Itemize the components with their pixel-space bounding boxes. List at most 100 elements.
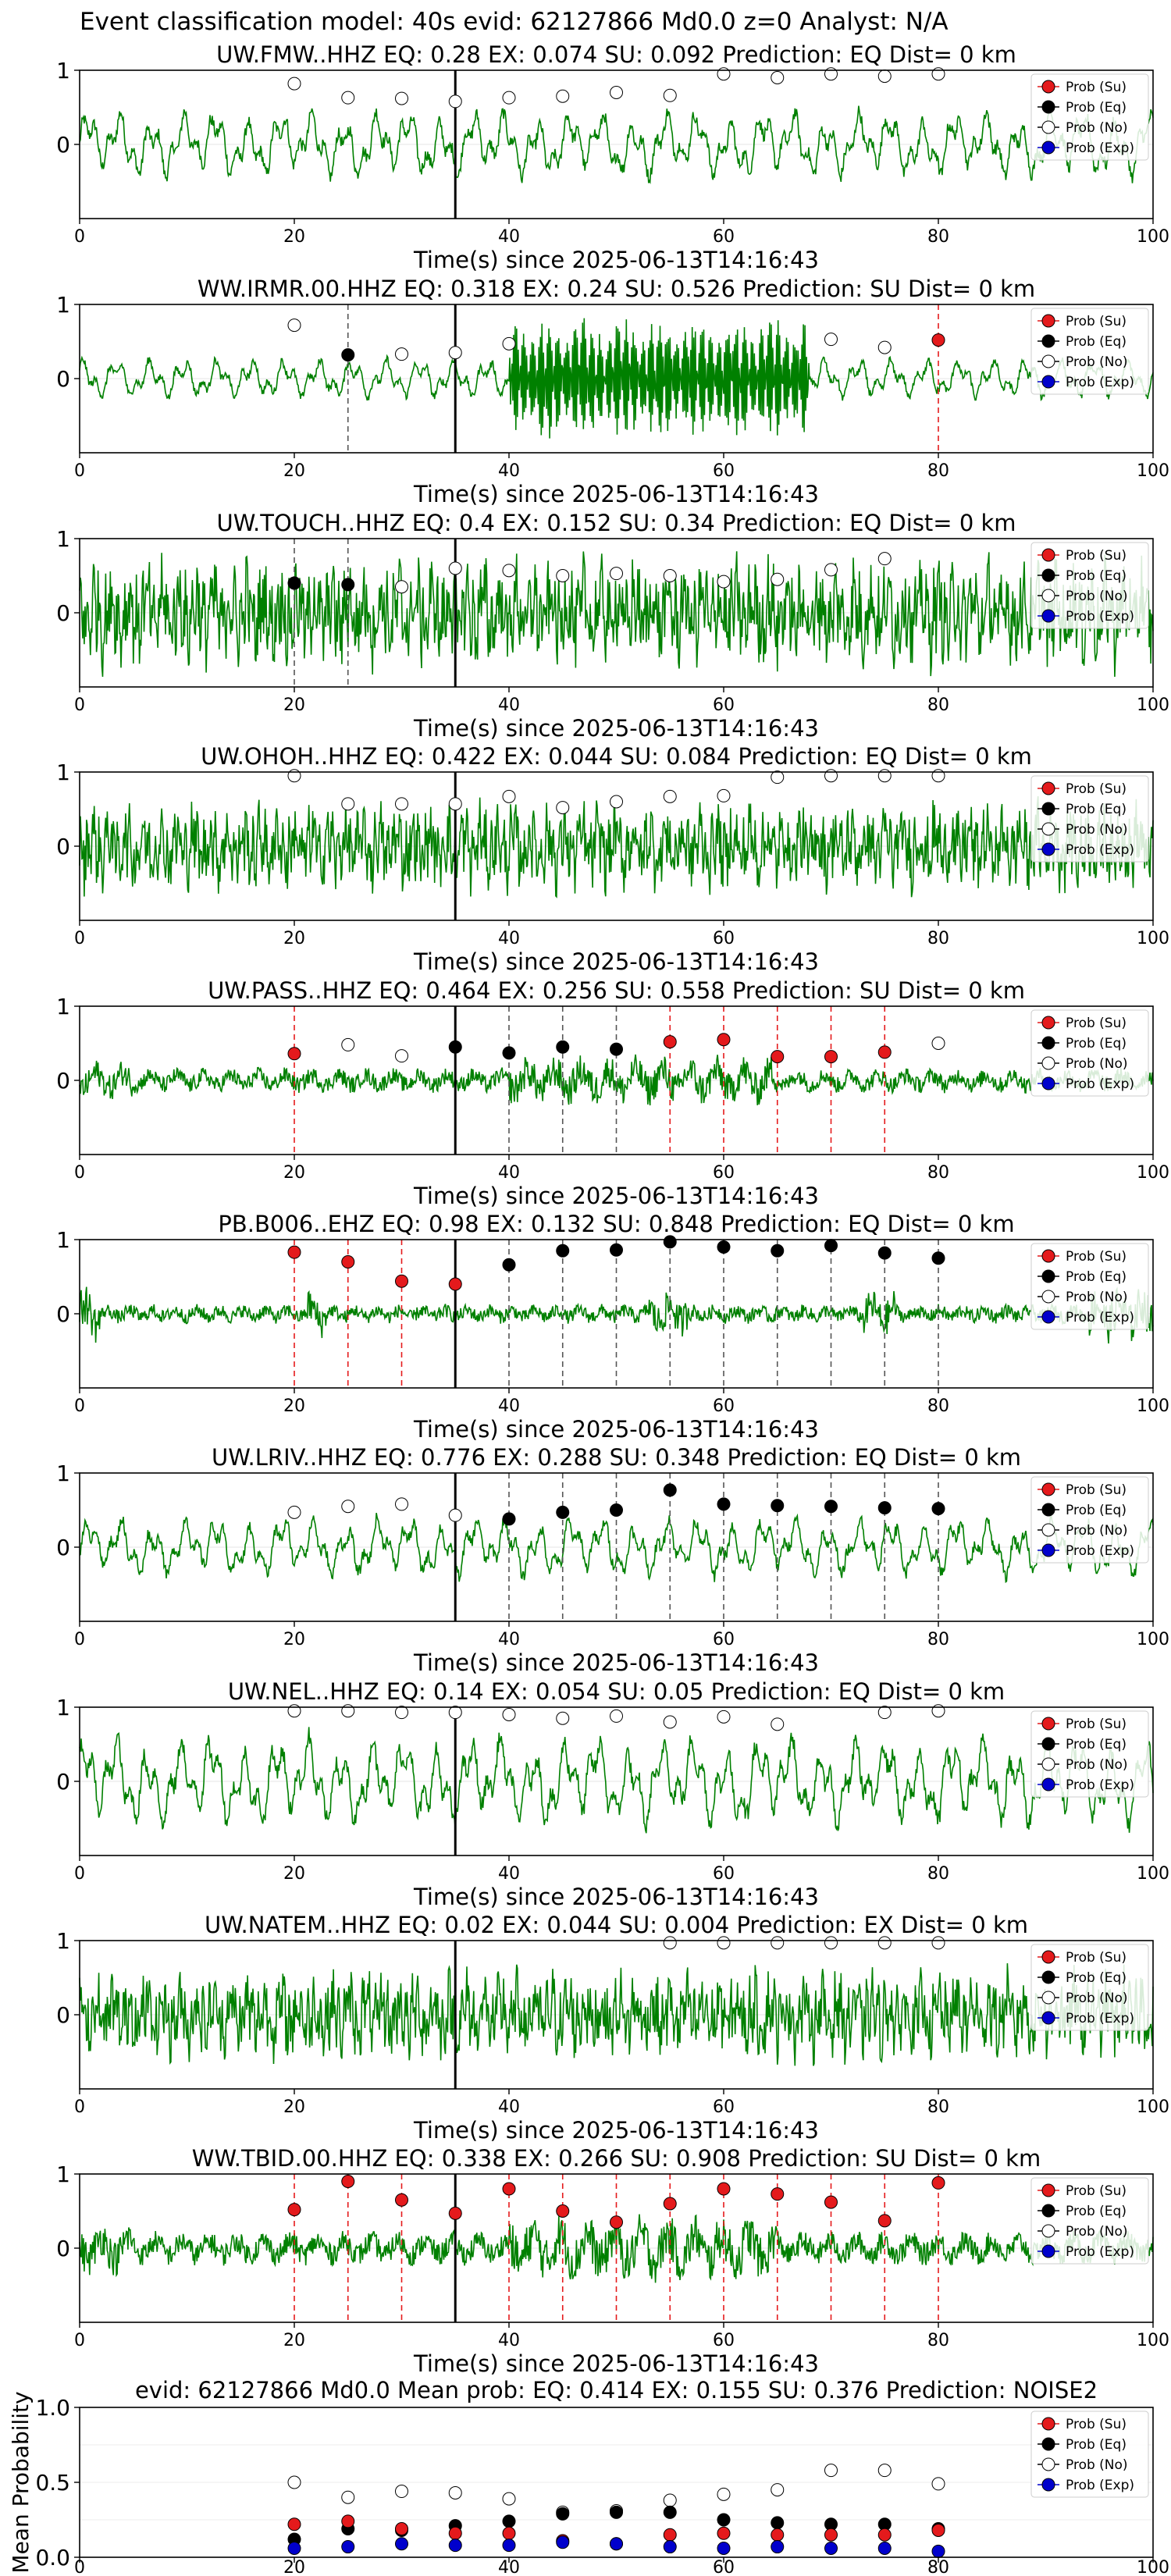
legend-marker [1041, 609, 1055, 623]
y-tick-label: 0 [56, 1301, 70, 1327]
legend-7: Prob (Su) Prob (Eq) Prob (No) Prob (Exp) [1030, 1710, 1149, 1798]
legend-label: Prob (No) [1066, 2224, 1128, 2240]
panel-title: PB.B006..EHZ EQ: 0.98 EX: 0.132 SU: 0.84… [218, 1211, 1014, 1237]
x-tick-label: 80 [927, 929, 949, 948]
noise-prob-point [663, 1715, 677, 1729]
panel-9: WW.TBID.00.HHZ EQ: 0.338 EX: 0.266 SU: 0… [56, 2145, 1169, 2377]
x-tick-label: 80 [927, 2558, 949, 2576]
y-tick-label: 0 [56, 2236, 70, 2261]
su-prob-point [771, 2187, 785, 2201]
x-tick-label: 0 [74, 2331, 85, 2350]
noise-prob-point [395, 1497, 408, 1511]
x-tick-label: 0 [74, 1630, 85, 1649]
legend-frame [1030, 1476, 1149, 1564]
su-prob-point [287, 1047, 301, 1061]
legend-marker [1041, 2183, 1055, 2197]
noise-prob-point [448, 561, 462, 575]
legend-label: Prob (Exp) [1066, 2011, 1134, 2026]
noise-prob-point [931, 1936, 945, 1950]
x-axis-label: Time(s) since 2025-06-13T14:16:43 [413, 2117, 819, 2144]
su-prob-point [931, 2176, 945, 2190]
noise-prob-point [341, 1704, 355, 1718]
legend-label: Prob (Eq) [1066, 2204, 1127, 2219]
summary-point-prob-exp [877, 2541, 892, 2555]
noise-prob-point [448, 1706, 462, 1720]
eq-prob-point [287, 576, 301, 590]
legend-marker [1041, 2244, 1055, 2258]
x-axis-label: Time(s) since 2025-06-13T14:16:43 [413, 948, 819, 975]
su-prob-point [287, 1245, 301, 1259]
x-axis-label: Time(s) since 2025-06-13T14:16:43 [413, 1416, 819, 1443]
noise-prob-point [395, 1049, 408, 1063]
noise-prob-point [448, 94, 462, 109]
legend-9: Prob (Su) Prob (Eq) Prob (No) Prob (Exp) [1030, 2177, 1149, 2265]
noise-prob-point [395, 347, 408, 361]
x-tick-label: 0 [74, 1864, 85, 1884]
x-tick-label: 60 [713, 696, 735, 715]
x-tick-label: 40 [498, 696, 520, 715]
summary-point-prob-no [717, 2487, 731, 2501]
y-tick-label: 0 [56, 1535, 70, 1560]
legend-frame [1030, 2411, 1149, 2498]
x-tick-label: 100 [1137, 1630, 1169, 1649]
legend-marker [1041, 80, 1055, 94]
x-tick-label: 80 [927, 2331, 949, 2350]
x-tick-label: 80 [927, 1163, 949, 1183]
eq-prob-point [556, 1244, 570, 1258]
y-tick-label: 0 [56, 366, 70, 392]
su-prob-point [931, 333, 945, 347]
legend-marker [1041, 354, 1055, 368]
noise-prob-point [931, 769, 945, 783]
eq-prob-point [610, 1503, 623, 1517]
legend-frame [1030, 73, 1149, 161]
noise-prob-point [502, 1708, 516, 1721]
legend-marker [1041, 1310, 1055, 1324]
noise-prob-point [824, 769, 838, 783]
legend-label: Prob (Eq) [1066, 2437, 1127, 2453]
summary-title: evid: 62127866 Md0.0 Mean prob: EQ: 0.41… [135, 2377, 1098, 2403]
x-tick-label: 20 [283, 1163, 305, 1183]
panel-title: UW.FMW..HHZ EQ: 0.28 EX: 0.074 SU: 0.092… [216, 41, 1016, 68]
x-tick-label: 60 [713, 1163, 735, 1183]
legend-label: Prob (Exp) [1066, 1076, 1134, 1092]
noise-prob-point [610, 795, 623, 809]
legend-marker [1041, 2437, 1055, 2451]
y-tick-label: 0 [56, 1068, 70, 1094]
legend-marker [1041, 2417, 1055, 2431]
x-tick-label: 0 [74, 2558, 85, 2576]
noise-prob-point [877, 340, 892, 354]
noise-prob-point [717, 1710, 731, 1724]
y-tick-label: 1 [56, 1461, 70, 1486]
panel-title: UW.NATEM..HHZ EQ: 0.02 EX: 0.044 SU: 0.0… [205, 1912, 1028, 1938]
summary-point-prob-exp [663, 2540, 677, 2554]
summary-point-prob-no [502, 2492, 516, 2506]
legend-frame [1030, 1009, 1149, 1097]
x-tick-label: 100 [1137, 1163, 1169, 1183]
summary-point-prob-su [502, 2526, 516, 2540]
x-tick-label: 40 [498, 2558, 520, 2576]
su-prob-point [448, 2206, 462, 2220]
noise-prob-point [771, 1717, 785, 1731]
eq-prob-point [717, 1497, 731, 1511]
legend-label: Prob (Exp) [1066, 2478, 1134, 2493]
legend-label: Prob (Eq) [1066, 1269, 1127, 1285]
panel-5: PB.B006..EHZ EQ: 0.98 EX: 0.132 SU: 0.84… [56, 1211, 1169, 1443]
legend-5: Prob (Su) Prob (Eq) Prob (No) Prob (Exp) [1030, 1243, 1149, 1330]
legend-2: Prob (Su) Prob (Eq) Prob (No) Prob (Exp) [1030, 542, 1149, 629]
eq-prob-point [610, 1243, 623, 1257]
legend-label: Prob (Eq) [1066, 802, 1127, 817]
summary-point-prob-eq [717, 2513, 731, 2527]
panel-title: UW.PASS..HHZ EQ: 0.464 EX: 0.256 SU: 0.5… [208, 977, 1025, 1004]
legend-label: Prob (Su) [1066, 2183, 1127, 2199]
x-tick-label: 100 [1137, 2331, 1169, 2350]
y-tick-label: 0 [56, 2002, 70, 2028]
legend-marker [1041, 334, 1055, 348]
legend-label: Prob (No) [1066, 1290, 1128, 1305]
su-prob-point [663, 2197, 677, 2211]
y-tick-label: 1 [56, 1928, 70, 1954]
legend-marker [1041, 141, 1055, 155]
x-tick-label: 0 [74, 696, 85, 715]
x-tick-label: 60 [713, 929, 735, 948]
x-tick-label: 20 [283, 929, 305, 948]
legend-label: Prob (Eq) [1066, 1970, 1127, 1986]
